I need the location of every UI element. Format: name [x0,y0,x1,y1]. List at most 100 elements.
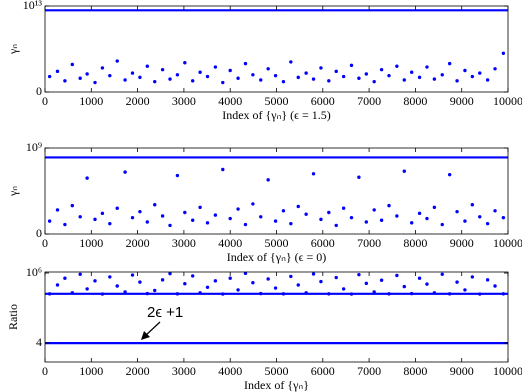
point [304,212,308,216]
point [236,76,240,80]
x-tick-label: 10000 [493,364,522,378]
point [138,280,142,284]
point [463,288,467,292]
axes-box [44,271,509,363]
point [205,74,210,79]
point [47,74,52,79]
point [236,207,240,211]
point [221,80,225,85]
point [63,276,67,280]
x-tick-label: 9000 [450,364,474,378]
point [70,291,75,295]
x-axis-label: Index of {γₙ} (ϵ = 0) [227,250,327,264]
point [78,215,82,219]
x-tick-label: 7000 [357,94,381,108]
point [93,217,97,222]
point [501,292,506,296]
point [160,214,165,218]
point [70,203,75,208]
x-tick-label: 7000 [357,364,381,378]
point [334,69,338,74]
x-tick-label: 2000 [126,364,150,378]
x-tick-label: 9000 [450,236,474,250]
point [432,205,437,210]
point [379,218,384,222]
point [145,291,150,296]
x-tick-label: 6000 [311,94,335,108]
point [372,290,376,294]
point [130,273,135,277]
x-tick-label: 10000 [493,236,522,250]
x-tick-label: 3000 [172,94,196,108]
point [296,283,300,287]
point [296,75,300,80]
point [78,76,82,80]
point [273,73,278,78]
point [93,279,97,283]
point [85,72,89,76]
x-tick-label: 8000 [403,94,427,108]
x-axis-label: Index of {γₙ} (ϵ = 1.5) [222,108,331,122]
point [213,213,218,217]
point [100,66,105,70]
x-tick-label: 5000 [265,94,289,108]
point [145,64,150,68]
point [455,280,459,284]
point [470,275,475,279]
point [243,271,248,276]
point [183,210,187,215]
point [349,292,354,296]
point [493,284,497,288]
point [243,61,248,66]
x-tick-label: 8000 [403,236,427,250]
point [470,74,475,79]
point [259,78,263,82]
x-tick-label: 3000 [172,364,196,378]
point [364,220,369,224]
x-tick-label: 1000 [79,364,103,378]
point [228,216,232,221]
x-tick-label: 5000 [265,236,289,250]
axes-box [44,5,509,93]
point [334,223,338,228]
point [221,292,225,296]
point [63,79,67,83]
x-tick-label: 10000 [493,94,522,108]
point [236,288,240,292]
x-tick-label: 4000 [218,236,242,250]
point [168,77,172,81]
point [281,209,286,213]
x-tick-label: 7000 [357,236,381,250]
point [387,73,391,78]
point [190,218,195,222]
point [251,202,255,206]
y-tick-label: 10¹³ [23,0,43,12]
point [357,175,361,179]
point [463,68,467,73]
point [100,211,105,216]
point [417,211,422,216]
x-tick-label: 6000 [311,364,335,378]
point [108,73,112,78]
point [425,65,429,69]
point [478,71,482,75]
point [440,222,444,227]
point [78,272,82,276]
x-tick-label: 4000 [218,94,242,108]
point [175,292,180,296]
point [485,78,490,82]
point [349,215,354,220]
point [349,63,354,68]
point [259,215,263,219]
x-axis-label: Index of {γₙ} [244,378,309,392]
point [304,71,308,75]
point [115,284,119,288]
y-tick-label: 10⁶ [26,265,42,279]
point [478,292,482,296]
point [501,51,506,55]
point [364,281,369,286]
point [130,71,135,75]
point [168,271,172,276]
point [183,61,187,65]
